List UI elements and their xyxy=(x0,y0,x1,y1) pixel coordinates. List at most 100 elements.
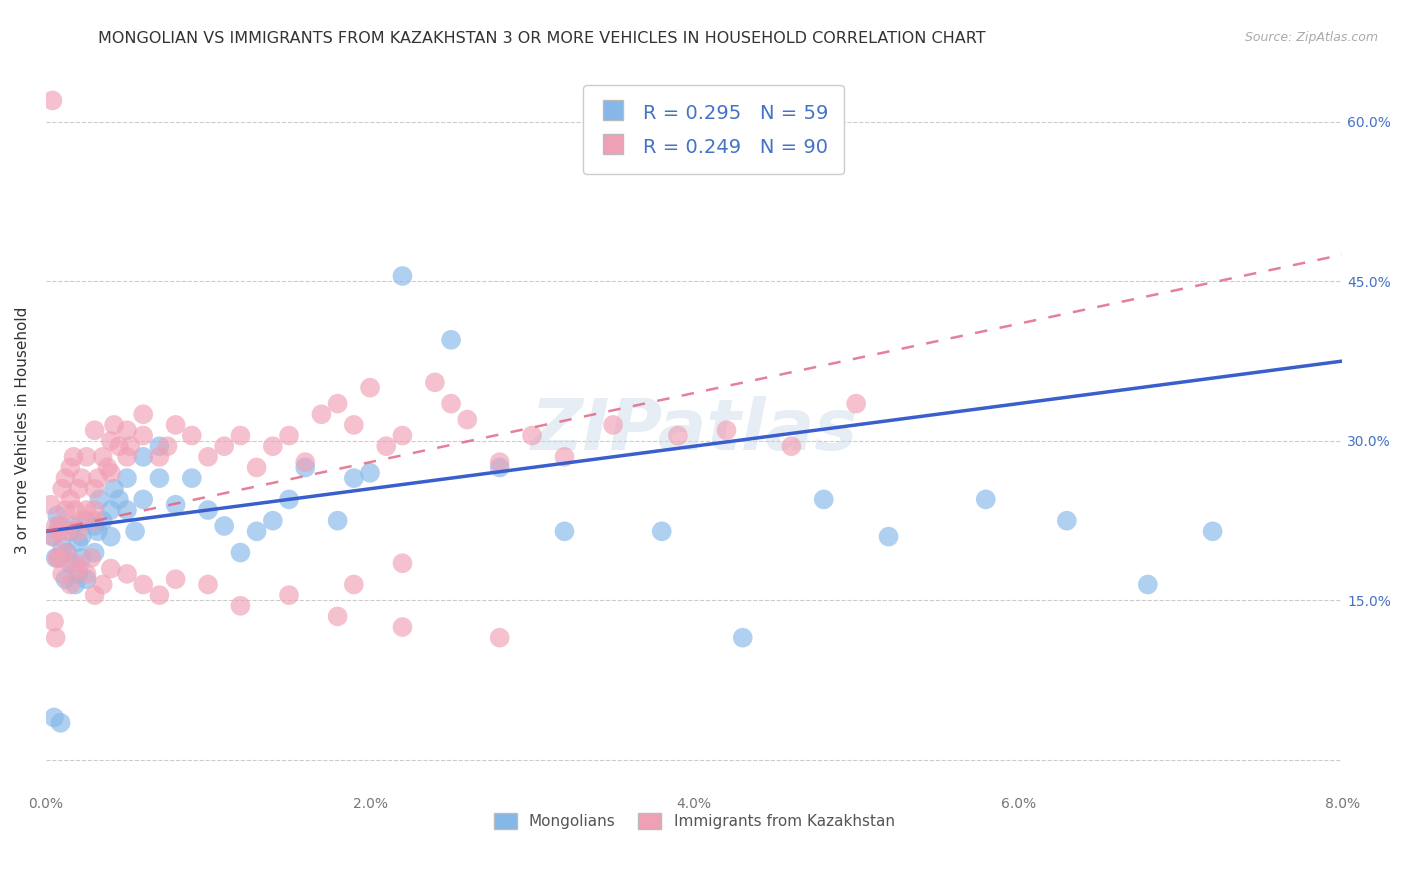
Point xyxy=(132,450,155,464)
Point xyxy=(780,439,803,453)
Point xyxy=(343,577,366,591)
Point xyxy=(1136,577,1159,591)
Point xyxy=(76,572,98,586)
Point xyxy=(91,514,114,528)
Point xyxy=(148,471,170,485)
Point xyxy=(70,550,93,565)
Point xyxy=(83,423,105,437)
Point xyxy=(391,620,413,634)
Point xyxy=(197,577,219,591)
Point xyxy=(46,508,69,523)
Point xyxy=(45,631,67,645)
Point xyxy=(165,498,187,512)
Point xyxy=(115,503,138,517)
Point xyxy=(294,455,316,469)
Point xyxy=(845,397,868,411)
Point xyxy=(553,524,575,539)
Point xyxy=(67,524,90,539)
Point xyxy=(165,572,187,586)
Point xyxy=(45,519,67,533)
Point xyxy=(83,519,105,533)
Point xyxy=(39,498,62,512)
Point xyxy=(115,566,138,581)
Point xyxy=(156,439,179,453)
Point xyxy=(83,588,105,602)
Point xyxy=(76,566,98,581)
Point xyxy=(180,428,202,442)
Point xyxy=(456,412,478,426)
Point xyxy=(100,530,122,544)
Text: ZIPatlas: ZIPatlas xyxy=(530,396,858,465)
Point xyxy=(100,503,122,517)
Point xyxy=(91,577,114,591)
Point xyxy=(70,530,93,544)
Point xyxy=(391,268,413,283)
Point xyxy=(391,428,413,442)
Point xyxy=(148,439,170,453)
Point xyxy=(51,566,73,581)
Point xyxy=(262,514,284,528)
Point xyxy=(132,428,155,442)
Point xyxy=(63,577,86,591)
Point xyxy=(132,577,155,591)
Point xyxy=(59,524,82,539)
Point xyxy=(602,417,624,432)
Point xyxy=(165,417,187,432)
Point xyxy=(666,428,689,442)
Point xyxy=(212,519,235,533)
Point xyxy=(343,417,366,432)
Point xyxy=(80,550,103,565)
Text: MONGOLIAN VS IMMIGRANTS FROM KAZAKHSTAN 3 OR MORE VEHICLES IN HOUSEHOLD CORRELAT: MONGOLIAN VS IMMIGRANTS FROM KAZAKHSTAN … xyxy=(98,31,986,46)
Point xyxy=(103,482,125,496)
Point xyxy=(59,460,82,475)
Point xyxy=(96,460,118,475)
Point xyxy=(100,561,122,575)
Point xyxy=(59,492,82,507)
Point xyxy=(56,545,79,559)
Point xyxy=(67,566,90,581)
Point xyxy=(359,381,381,395)
Legend: Mongolians, Immigrants from Kazakhstan: Mongolians, Immigrants from Kazakhstan xyxy=(488,806,901,835)
Point xyxy=(70,471,93,485)
Point xyxy=(212,439,235,453)
Point xyxy=(62,450,84,464)
Point xyxy=(148,450,170,464)
Point xyxy=(148,588,170,602)
Point xyxy=(100,434,122,448)
Point xyxy=(197,450,219,464)
Point xyxy=(45,550,67,565)
Point xyxy=(67,482,90,496)
Point xyxy=(115,471,138,485)
Point xyxy=(278,492,301,507)
Point xyxy=(51,519,73,533)
Text: Source: ZipAtlas.com: Source: ZipAtlas.com xyxy=(1244,31,1378,45)
Point xyxy=(100,466,122,480)
Point xyxy=(278,588,301,602)
Point xyxy=(311,407,333,421)
Point xyxy=(55,471,77,485)
Point xyxy=(124,524,146,539)
Point xyxy=(326,514,349,528)
Point xyxy=(229,428,252,442)
Point xyxy=(246,524,269,539)
Point xyxy=(62,519,84,533)
Point xyxy=(246,460,269,475)
Point xyxy=(42,615,65,629)
Point xyxy=(108,492,131,507)
Point xyxy=(229,545,252,559)
Y-axis label: 3 or more Vehicles in Household: 3 or more Vehicles in Household xyxy=(15,307,30,554)
Point xyxy=(197,503,219,517)
Point xyxy=(278,428,301,442)
Point xyxy=(375,439,398,453)
Point xyxy=(651,524,673,539)
Point xyxy=(87,471,110,485)
Point xyxy=(813,492,835,507)
Point xyxy=(76,514,98,528)
Point xyxy=(67,561,90,575)
Point xyxy=(716,423,738,437)
Point xyxy=(132,407,155,421)
Point xyxy=(41,530,63,544)
Point xyxy=(70,514,93,528)
Point xyxy=(1056,514,1078,528)
Point xyxy=(294,460,316,475)
